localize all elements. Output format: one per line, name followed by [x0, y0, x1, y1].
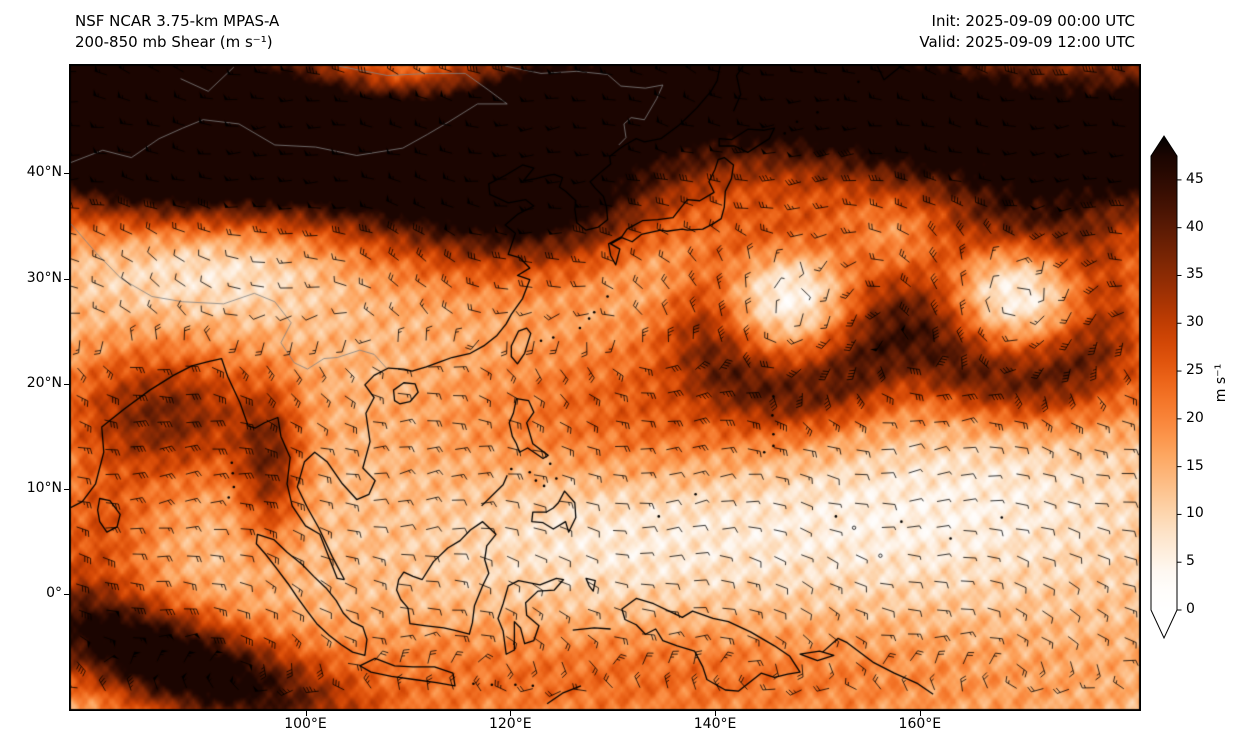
y-tick-label: 30°N [26, 269, 62, 286]
init-time: Init: 2025-09-09 00:00 UTC [931, 12, 1135, 30]
y-tick-label: 0° [46, 585, 62, 602]
map-plot [69, 64, 1141, 711]
x-tick-mark [510, 711, 512, 716]
colorbar-tick-label: 40 [1186, 218, 1204, 235]
colorbar-tick-label: 5 [1186, 553, 1195, 570]
x-tick-label: 100°E [284, 716, 327, 732]
y-tick-label: 10°N [26, 480, 62, 497]
field-title: 200-850 mb Shear (m s⁻¹) [75, 33, 273, 51]
y-tick-label: 40°N [26, 164, 62, 181]
colorbar-unit-label: m s⁻¹ [1213, 363, 1229, 403]
colorbar-bar [1150, 135, 1178, 640]
colorbar [1150, 134, 1186, 642]
colorbar-tick-label: 10 [1186, 505, 1204, 522]
x-tick-mark [715, 711, 717, 716]
colorbar-tick-label: 35 [1186, 266, 1204, 283]
map-canvas [70, 65, 1140, 710]
x-tick-mark [919, 711, 921, 716]
x-tick-label: 140°E [693, 716, 737, 732]
colorbar-svg [1150, 135, 1182, 640]
colorbar-tick-label: 30 [1186, 314, 1204, 331]
colorbar-tick-label: 15 [1186, 457, 1204, 474]
y-tick-label: 20°N [26, 374, 62, 391]
colorbar-tick-label: 0 [1186, 601, 1195, 617]
colorbar-tick-label: 45 [1186, 170, 1204, 187]
model-title: NSF NCAR 3.75-km MPAS-A [75, 12, 280, 30]
x-tick-label: 160°E [898, 716, 942, 732]
x-tick-label: 120°E [488, 716, 532, 732]
valid-time: Valid: 2025-09-09 12:00 UTC [919, 33, 1135, 51]
x-tick-mark [305, 711, 307, 716]
